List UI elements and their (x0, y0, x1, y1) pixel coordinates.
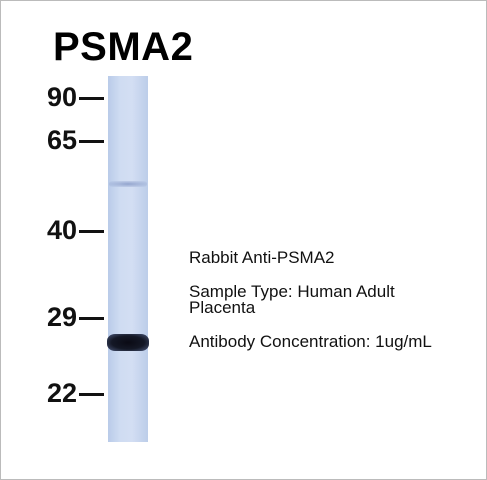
marker-label: 40 (46, 215, 77, 245)
protein-band (107, 334, 149, 351)
faint-band (109, 181, 147, 187)
concentration-label: Antibody Concentration: 1ug/mL (189, 332, 432, 351)
marker-tick (79, 97, 104, 100)
marker-tick (79, 317, 104, 320)
marker-tick (79, 393, 104, 396)
antibody-label: Rabbit Anti-PSMA2 (189, 248, 335, 267)
figure-title: PSMA2 (53, 25, 194, 69)
sample-type-line: Sample Type: Human Adult (189, 282, 395, 301)
sample-type-line: Placenta (189, 298, 256, 317)
marker-label: 29 (46, 302, 77, 332)
marker-label: 22 (46, 378, 77, 408)
marker-label: 90 (46, 82, 77, 112)
gel-lane (108, 76, 148, 442)
marker-tick (79, 140, 104, 143)
marker-label: 65 (46, 125, 77, 155)
marker-tick (79, 230, 104, 233)
